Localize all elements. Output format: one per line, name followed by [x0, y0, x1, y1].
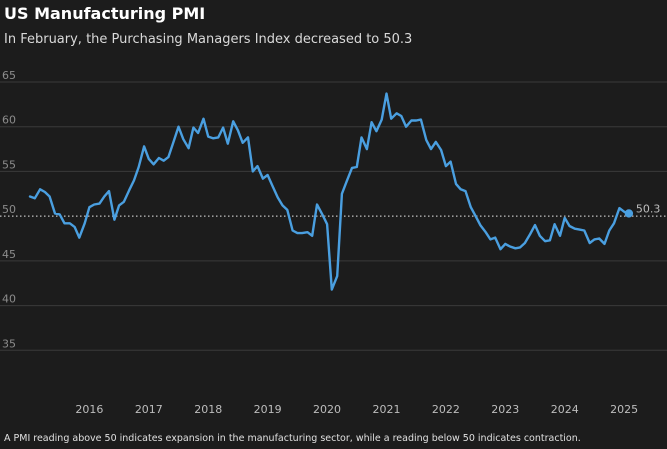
- y-tick-label: 60: [2, 114, 16, 127]
- x-tick-label: 2025: [610, 403, 638, 416]
- y-tick-label: 65: [2, 69, 16, 82]
- latest-value-label: 50.3: [636, 202, 661, 215]
- x-tick-label: 2020: [313, 403, 341, 416]
- x-axis-ticks: 2016 2017 2018 2019 2020 2021 2022 2023 2024 2025: [75, 403, 638, 416]
- y-tick-label: 50: [2, 203, 16, 216]
- x-tick-label: 2019: [254, 403, 282, 416]
- x-tick-label: 2022: [432, 403, 460, 416]
- latest-point: [624, 209, 634, 218]
- y-tick-label: 45: [2, 248, 16, 261]
- chart-subtitle: In February, the Purchasing Managers Ind…: [4, 32, 413, 47]
- x-tick-label: 2023: [491, 403, 519, 416]
- x-tick-label: 2016: [75, 403, 103, 416]
- x-tick-label: 2021: [372, 403, 400, 416]
- chart-footnote: A PMI reading above 50 indicates expansi…: [4, 433, 581, 444]
- x-tick-label: 2018: [194, 403, 222, 416]
- end-marker: 50.3: [624, 202, 661, 218]
- series-layer: [28, 92, 631, 291]
- grid-lines: [0, 81, 667, 351]
- chart-title: US Manufacturing PMI: [4, 4, 206, 23]
- y-axis-ticks: 35 40 45 50 55 60 65: [2, 69, 16, 350]
- y-tick-label: 55: [2, 158, 16, 171]
- x-tick-label: 2024: [551, 403, 579, 416]
- y-tick-label: 40: [2, 293, 16, 306]
- series-line-pmi: [28, 92, 631, 291]
- x-tick-label: 2017: [135, 403, 163, 416]
- y-tick-label: 35: [2, 337, 16, 350]
